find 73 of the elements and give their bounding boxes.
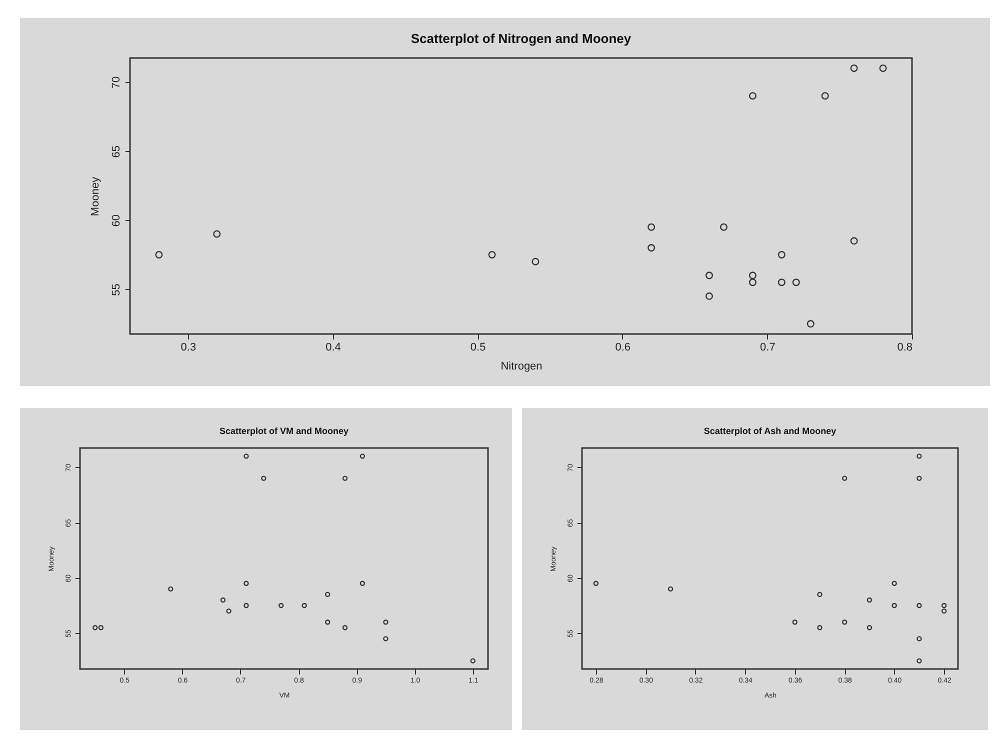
point bbox=[383, 636, 388, 642]
point bbox=[648, 244, 656, 252]
y-tick-label: 55 bbox=[110, 284, 122, 296]
point bbox=[244, 602, 249, 608]
x-tick-label: 0.6 bbox=[615, 342, 631, 354]
point bbox=[866, 597, 872, 603]
point bbox=[748, 92, 756, 100]
point bbox=[850, 64, 858, 72]
point bbox=[916, 476, 922, 481]
y-tick-label: 70 bbox=[110, 76, 122, 89]
point bbox=[342, 476, 348, 481]
point bbox=[941, 608, 947, 614]
point bbox=[302, 602, 307, 608]
point bbox=[916, 454, 922, 459]
y-axis-title: Mooney bbox=[90, 176, 102, 216]
point bbox=[850, 237, 858, 245]
point bbox=[842, 620, 848, 625]
point bbox=[806, 320, 814, 328]
point bbox=[470, 658, 476, 664]
point bbox=[792, 278, 800, 286]
point bbox=[916, 602, 922, 608]
point bbox=[244, 454, 249, 459]
point bbox=[226, 608, 232, 614]
point bbox=[892, 580, 897, 586]
point bbox=[383, 620, 388, 625]
point bbox=[778, 250, 786, 258]
point bbox=[817, 592, 822, 598]
point bbox=[916, 636, 922, 642]
point bbox=[879, 64, 887, 72]
point bbox=[842, 476, 848, 481]
point bbox=[261, 476, 266, 481]
y-tick-label: 60 bbox=[110, 214, 122, 227]
x-tick-label: 0.4 bbox=[326, 342, 341, 354]
chart-title: Scatterplot of Ash and Mooney bbox=[704, 426, 836, 436]
point bbox=[98, 625, 104, 630]
point bbox=[648, 223, 656, 231]
point bbox=[720, 223, 728, 231]
point bbox=[213, 230, 221, 238]
point bbox=[892, 602, 897, 608]
x-axis-title: Nitrogen bbox=[500, 360, 542, 372]
point bbox=[278, 602, 284, 608]
point bbox=[916, 658, 922, 664]
point bbox=[748, 278, 756, 286]
point bbox=[168, 586, 174, 592]
x-tick-label: 0.5 bbox=[470, 342, 486, 354]
point bbox=[244, 580, 249, 586]
point bbox=[705, 272, 714, 280]
point bbox=[360, 580, 366, 586]
chart-title: Scatterplot of VM and Mooney bbox=[219, 426, 349, 436]
point bbox=[532, 258, 540, 266]
point bbox=[778, 278, 786, 286]
y-tick-label: 65 bbox=[110, 145, 122, 158]
x-tick-label: 0.7 bbox=[760, 342, 776, 354]
chart-title: Scatterplot of Nitrogen and Mooney bbox=[410, 31, 632, 46]
point bbox=[360, 454, 366, 459]
point bbox=[866, 625, 872, 630]
point bbox=[792, 620, 798, 625]
point bbox=[705, 292, 714, 300]
point bbox=[941, 602, 947, 608]
point bbox=[817, 625, 822, 630]
point bbox=[324, 620, 330, 625]
x-tick-label: 0.8 bbox=[897, 342, 912, 354]
point bbox=[155, 250, 163, 258]
point bbox=[748, 272, 756, 280]
x-tick-label: 0.3 bbox=[180, 342, 196, 354]
point bbox=[821, 92, 829, 100]
point bbox=[220, 597, 226, 603]
point bbox=[593, 580, 599, 586]
point bbox=[668, 586, 674, 592]
point bbox=[342, 625, 348, 630]
point bbox=[324, 592, 330, 598]
point bbox=[92, 625, 98, 630]
point bbox=[488, 250, 496, 258]
